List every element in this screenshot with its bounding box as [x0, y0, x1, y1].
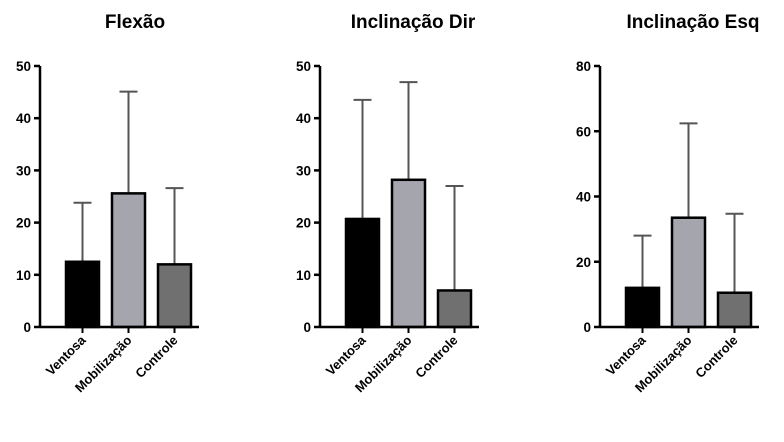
y-tick-label: 20 — [576, 255, 591, 270]
chart-panel: Inclinação Dir01020304050VentosaMobiliza… — [296, 12, 479, 395]
y-tick-label: 40 — [576, 190, 591, 205]
chart-panel: Inclinação Esq020406080VentosaMobilizaçã… — [576, 12, 760, 395]
category-label: Controle — [412, 333, 460, 381]
y-tick-label: 30 — [16, 163, 31, 178]
category-label: Ventosa — [43, 332, 89, 378]
y-tick-label: 0 — [303, 320, 311, 335]
y-tick-label: 10 — [296, 268, 311, 283]
category-label: Ventosa — [323, 332, 369, 378]
chart-title: Inclinação Dir — [351, 12, 476, 33]
y-tick-label: 50 — [296, 59, 311, 74]
y-tick-label: 0 — [583, 320, 591, 335]
y-tick-label: 50 — [16, 59, 31, 74]
y-tick-label: 0 — [23, 320, 31, 335]
bar — [436, 289, 473, 329]
bar — [344, 217, 381, 329]
y-tick-label: 80 — [576, 59, 591, 74]
bar — [670, 216, 707, 329]
y-tick-label: 10 — [16, 268, 31, 283]
y-tick-label: 40 — [16, 111, 31, 126]
y-tick-label: 20 — [16, 216, 31, 231]
bar — [156, 263, 193, 329]
chart-title: Inclinação Esq — [626, 12, 759, 33]
y-tick-label: 20 — [296, 216, 311, 231]
category-label: Ventosa — [603, 332, 649, 378]
bar — [390, 178, 427, 329]
y-tick-label: 60 — [576, 124, 591, 139]
chart-title: Flexão — [105, 12, 165, 33]
category-label: Controle — [692, 333, 740, 381]
bar — [716, 291, 753, 329]
bar — [624, 286, 661, 329]
y-tick-label: 30 — [296, 163, 311, 178]
bar — [64, 260, 101, 329]
bar — [110, 192, 147, 329]
y-tick-label: 40 — [296, 111, 311, 126]
category-label: Controle — [132, 333, 180, 381]
chart-panel: Flexão01020304050VentosaMobilizaçãoContr… — [16, 12, 199, 395]
